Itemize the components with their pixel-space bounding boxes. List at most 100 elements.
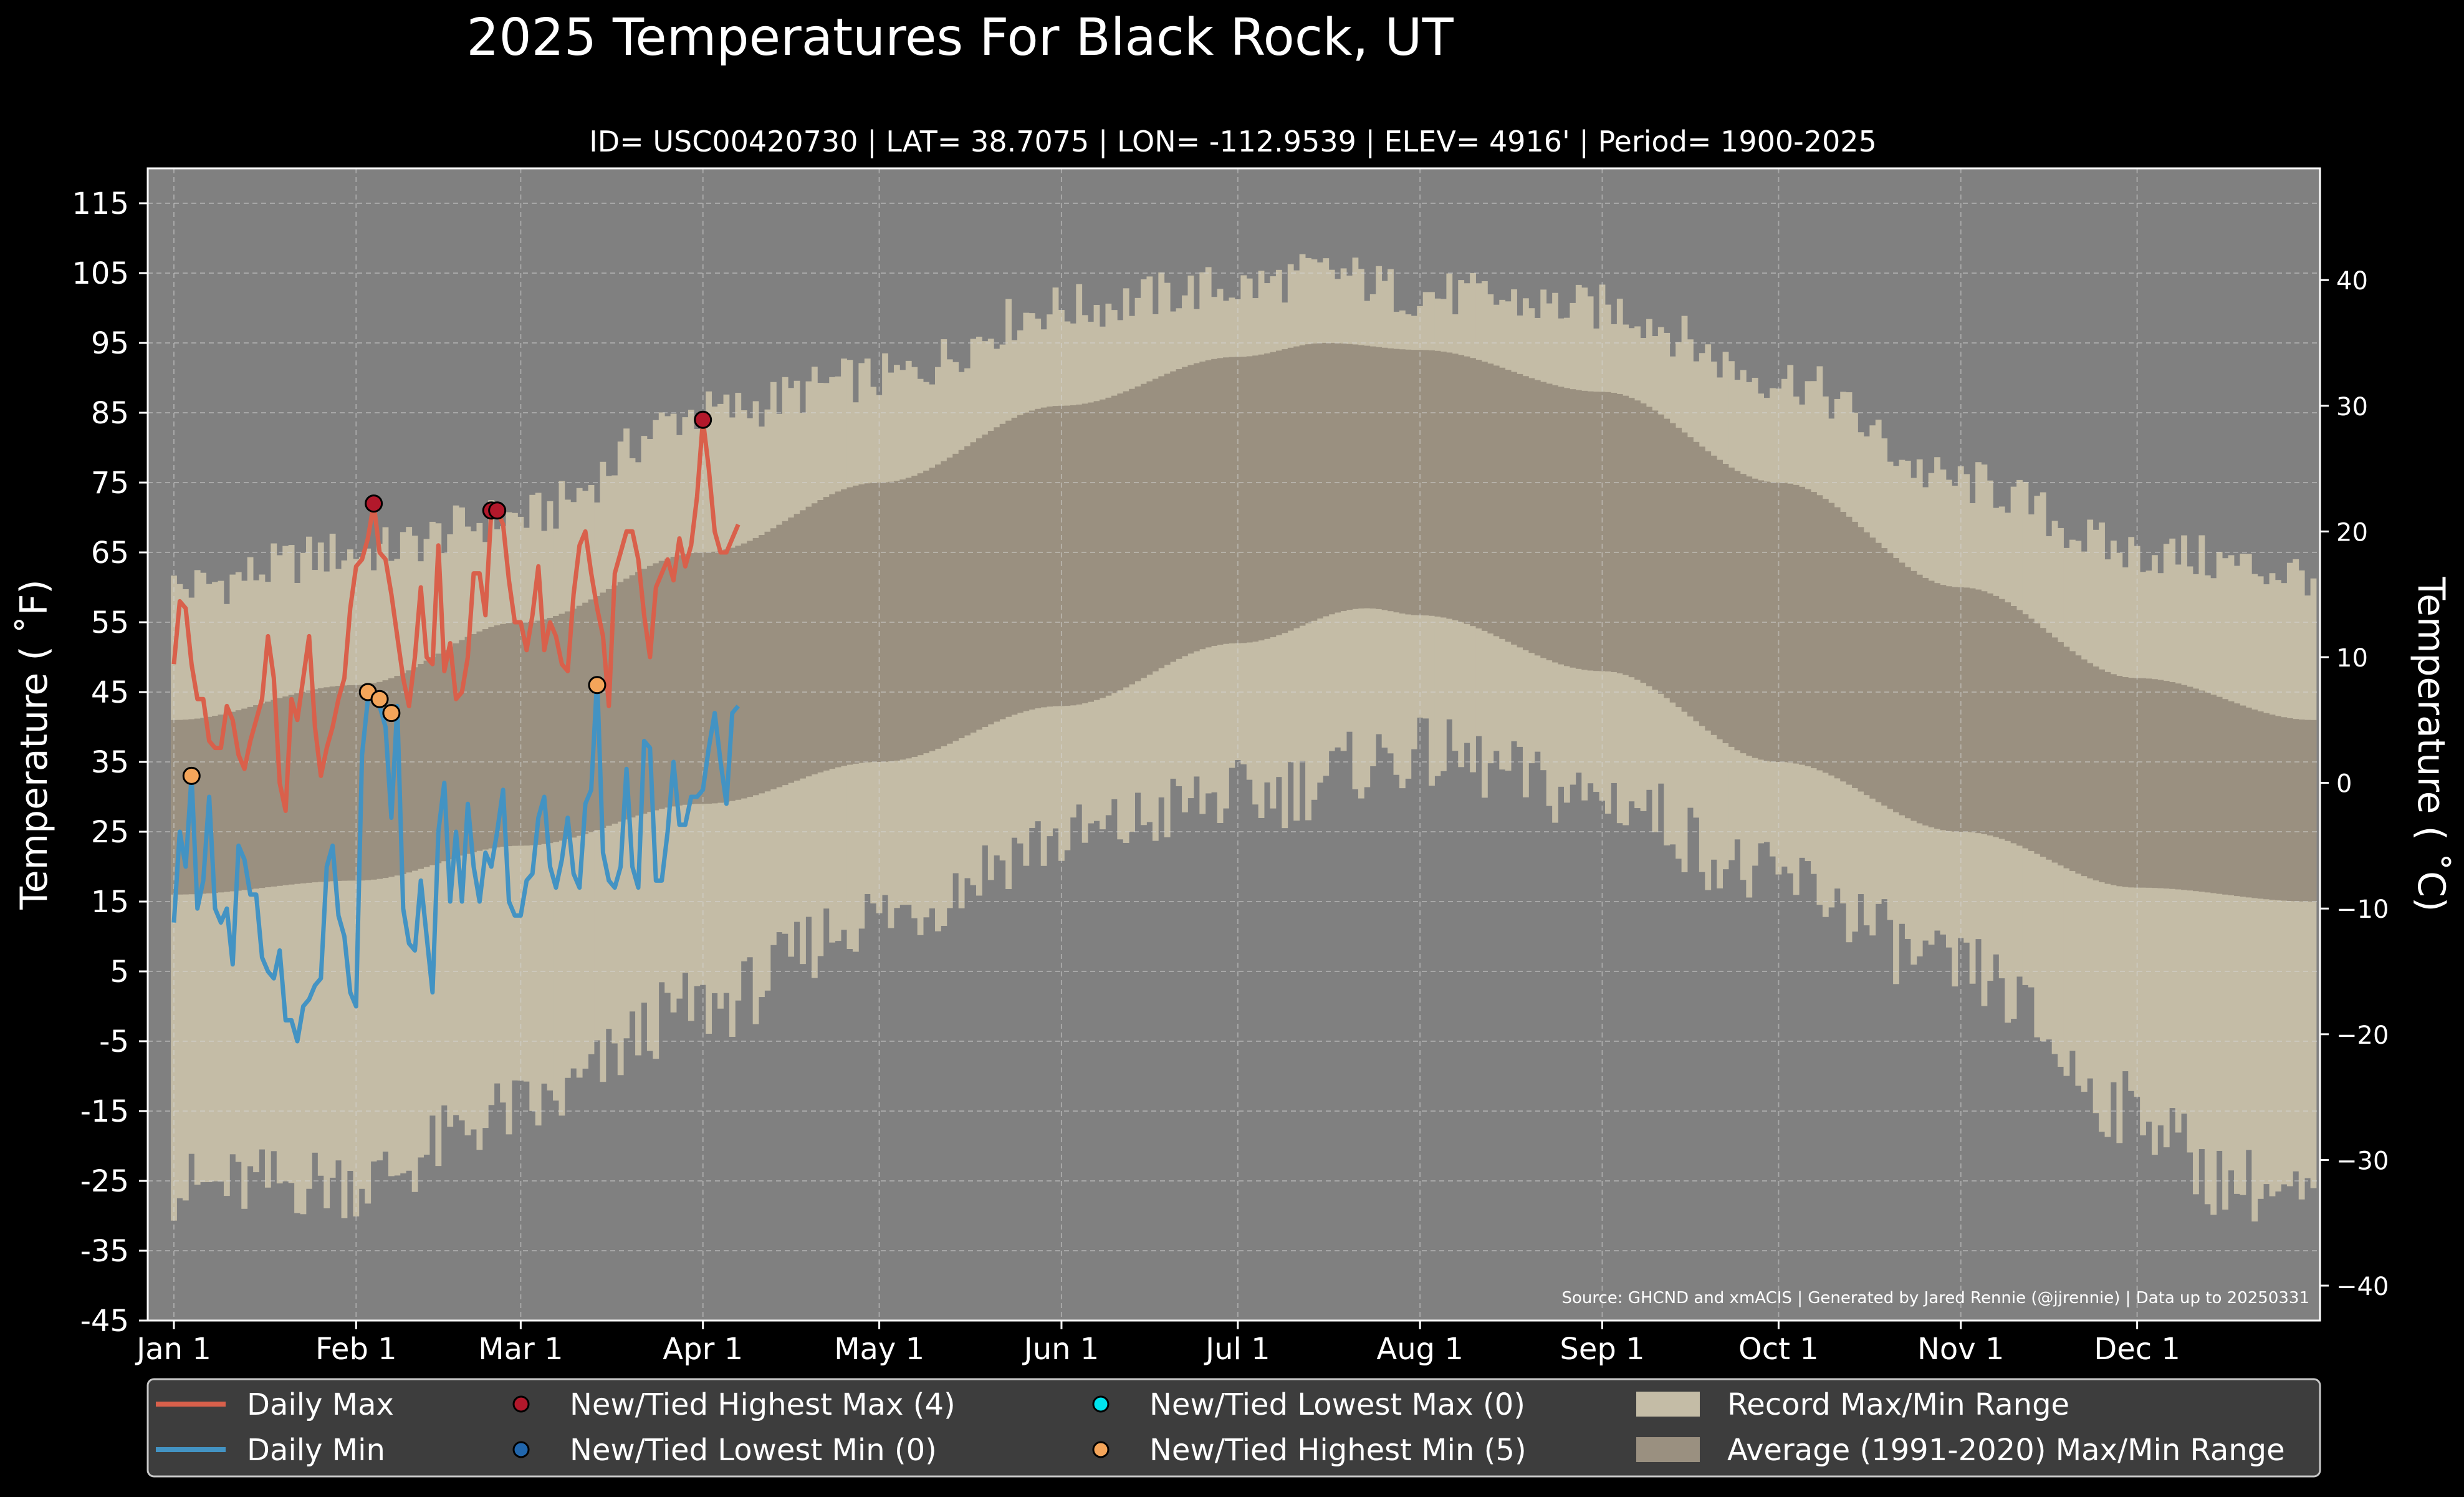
average-range-bar [999, 423, 1006, 720]
average-range-bar [1376, 347, 1383, 609]
average-range-bar [576, 605, 583, 836]
average-range-bar [1811, 492, 1817, 769]
average-range-bar [1040, 407, 1047, 708]
average-range-bar [1258, 354, 1265, 641]
average-range-bar [547, 617, 554, 844]
average-range-bar [864, 483, 871, 763]
average-range-bar [1699, 446, 1705, 726]
average-range-bar [1134, 386, 1141, 681]
average-range-bar [1910, 570, 1917, 821]
average-range-bar [964, 446, 971, 736]
average-range-bar [1340, 343, 1347, 612]
average-range-bar [1252, 355, 1259, 642]
average-range-bar [2181, 685, 2187, 890]
y-tick-label-left: 65 [91, 536, 129, 570]
average-range-bar [1875, 542, 1882, 802]
daily-max-series [171, 417, 741, 813]
average-range-bar [611, 585, 618, 824]
average-range-bar [1552, 385, 1558, 663]
plot-area: Source: GHCND and xmACIS | Generated by … [146, 167, 2321, 1322]
average-range-bar [1628, 398, 1635, 678]
average-range-bar [1434, 350, 1441, 617]
x-tick-label: May 1 [834, 1332, 924, 1367]
y-tick-label-left: 95 [91, 326, 129, 361]
average-range-bar [1499, 367, 1506, 639]
legend-patch-swatch [1636, 1437, 1700, 1462]
y-tick-label-right: 20 [2336, 518, 2368, 547]
average-range-bar [1763, 481, 1770, 761]
average-range-bar [1758, 480, 1764, 760]
average-range-bar [1246, 356, 1253, 643]
average-range-bar [1816, 495, 1823, 771]
average-range-bar [1975, 589, 1982, 834]
average-range-bar [1187, 365, 1194, 654]
average-range-bar [917, 473, 924, 756]
average-range-bar [1475, 360, 1482, 628]
average-range-bar [317, 688, 324, 882]
average-range-bar [1687, 437, 1694, 717]
average-range-bar [1211, 359, 1218, 646]
average-range-bar [2075, 655, 2082, 874]
average-range-bar [1493, 365, 1500, 637]
x-axis-ticks: Jan 1 Feb 1 Mar 1 Apr 1 May 1 Jun 1 Jul 1 Aug 1… [135, 1321, 2180, 1367]
legend-patch-swatch [1636, 1392, 1700, 1417]
highest-min-point [182, 766, 201, 785]
average-range-bar [1005, 420, 1012, 717]
average-range-bar [764, 531, 771, 792]
average-range-bar [1664, 418, 1671, 698]
average-range-bar [2145, 678, 2152, 888]
x-tick-label: Jul 1 [1204, 1332, 1270, 1367]
average-range-bar [2081, 659, 2088, 877]
average-range-bar [1605, 392, 1611, 671]
average-range-bar [1182, 367, 1188, 657]
average-range-bar [1710, 455, 1717, 735]
y-tick-label-left: 85 [91, 396, 129, 431]
average-range-bar [570, 609, 577, 838]
average-range-bar [1076, 404, 1083, 705]
average-range-bar [994, 427, 1000, 722]
average-range-bar [564, 611, 571, 839]
average-range-bar [2204, 692, 2211, 893]
average-range-bar [982, 434, 989, 727]
average-range-bar [500, 623, 506, 847]
highest-max-point [365, 494, 383, 513]
x-tick-label: Sep 1 [1560, 1332, 1644, 1367]
average-range-bar [2040, 628, 2046, 857]
record-range-bar [294, 582, 300, 1213]
average-range-bar [176, 720, 183, 895]
average-range-bar [1981, 591, 1988, 834]
legend: Daily Max Daily Min New/Tied Highest Max (… [146, 1378, 2321, 1478]
average-range-bar [1940, 585, 1947, 830]
average-range-bar [1305, 344, 1311, 623]
average-range-bar [946, 457, 953, 744]
average-range-bar [324, 687, 330, 882]
average-range-bar [741, 543, 747, 799]
average-range-bar [1464, 356, 1470, 624]
record-range-bar [300, 552, 307, 1215]
average-range-bar [411, 667, 418, 871]
average-range-bar [264, 701, 271, 888]
average-range-bar [300, 691, 307, 883]
average-range-bar [1528, 378, 1535, 653]
legend-dot-swatch [512, 1395, 530, 1413]
average-range-bar [1505, 370, 1512, 642]
average-range-bar [2022, 614, 2029, 849]
average-range-bar [699, 552, 706, 804]
average-range-bar [1640, 403, 1647, 683]
average-range-bar [1234, 357, 1241, 643]
average-range-bar [2063, 647, 2070, 869]
average-range-bar [200, 718, 207, 894]
average-range-bar [1164, 373, 1171, 665]
average-range-bar [488, 627, 495, 849]
average-range-bar [2275, 716, 2281, 900]
average-range-bar [1623, 395, 1629, 675]
average-range-bar [2010, 606, 2017, 844]
average-range-bar [1152, 378, 1159, 671]
y-tick-label-left: 55 [91, 605, 129, 640]
average-range-bar [1205, 360, 1212, 648]
average-range-bar [1446, 352, 1453, 619]
average-range-bar [1546, 383, 1553, 661]
average-range-bar [723, 549, 730, 802]
average-range-bar [400, 673, 406, 874]
